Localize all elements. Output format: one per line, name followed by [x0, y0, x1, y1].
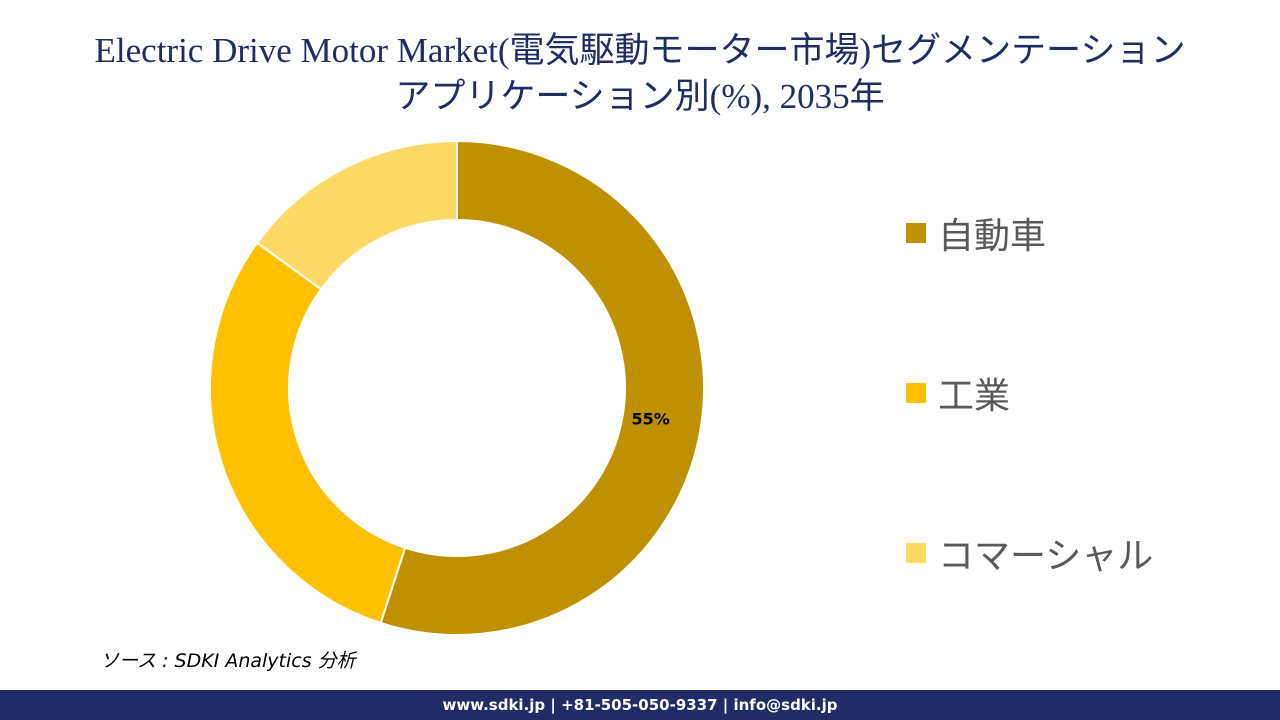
legend-swatch-industrial: [906, 383, 926, 403]
donut-chart: 55%: [209, 139, 705, 636]
donut-slice-automotive: [379, 139, 705, 636]
legend-swatch-commercial: [906, 543, 926, 563]
chart-title-line-1: Electric Drive Motor Market(電気駆動モーター市場)セ…: [94, 31, 1186, 70]
legend-item-automotive: 自動車: [906, 207, 1046, 259]
footer-bar: www.sdki.jp | +81-505-050-9337 | info@sd…: [0, 690, 1280, 720]
donut-slice-industrial: [209, 241, 407, 625]
legend-label-industrial: 工業: [938, 376, 1011, 417]
legend-label-automotive: 自動車: [938, 216, 1047, 257]
chart-title: Electric Drive Motor Market(電気駆動モーター市場)セ…: [0, 28, 1280, 120]
legend-item-commercial: コマーシャル: [906, 527, 1153, 579]
donut-slice-commercial: [255, 139, 458, 291]
source-note: ソース : SDKI Analytics 分析: [100, 650, 356, 672]
legend-swatch-automotive: [906, 223, 926, 243]
legend-item-industrial: 工業: [906, 367, 1010, 419]
footer-contact: www.sdki.jp | +81-505-050-9337 | info@sd…: [442, 696, 838, 714]
chart-title-line-2: アプリケーション別(%), 2035年: [395, 77, 885, 116]
legend-label-commercial: コマーシャル: [938, 536, 1154, 577]
data-label-automotive: 55%: [631, 410, 669, 429]
